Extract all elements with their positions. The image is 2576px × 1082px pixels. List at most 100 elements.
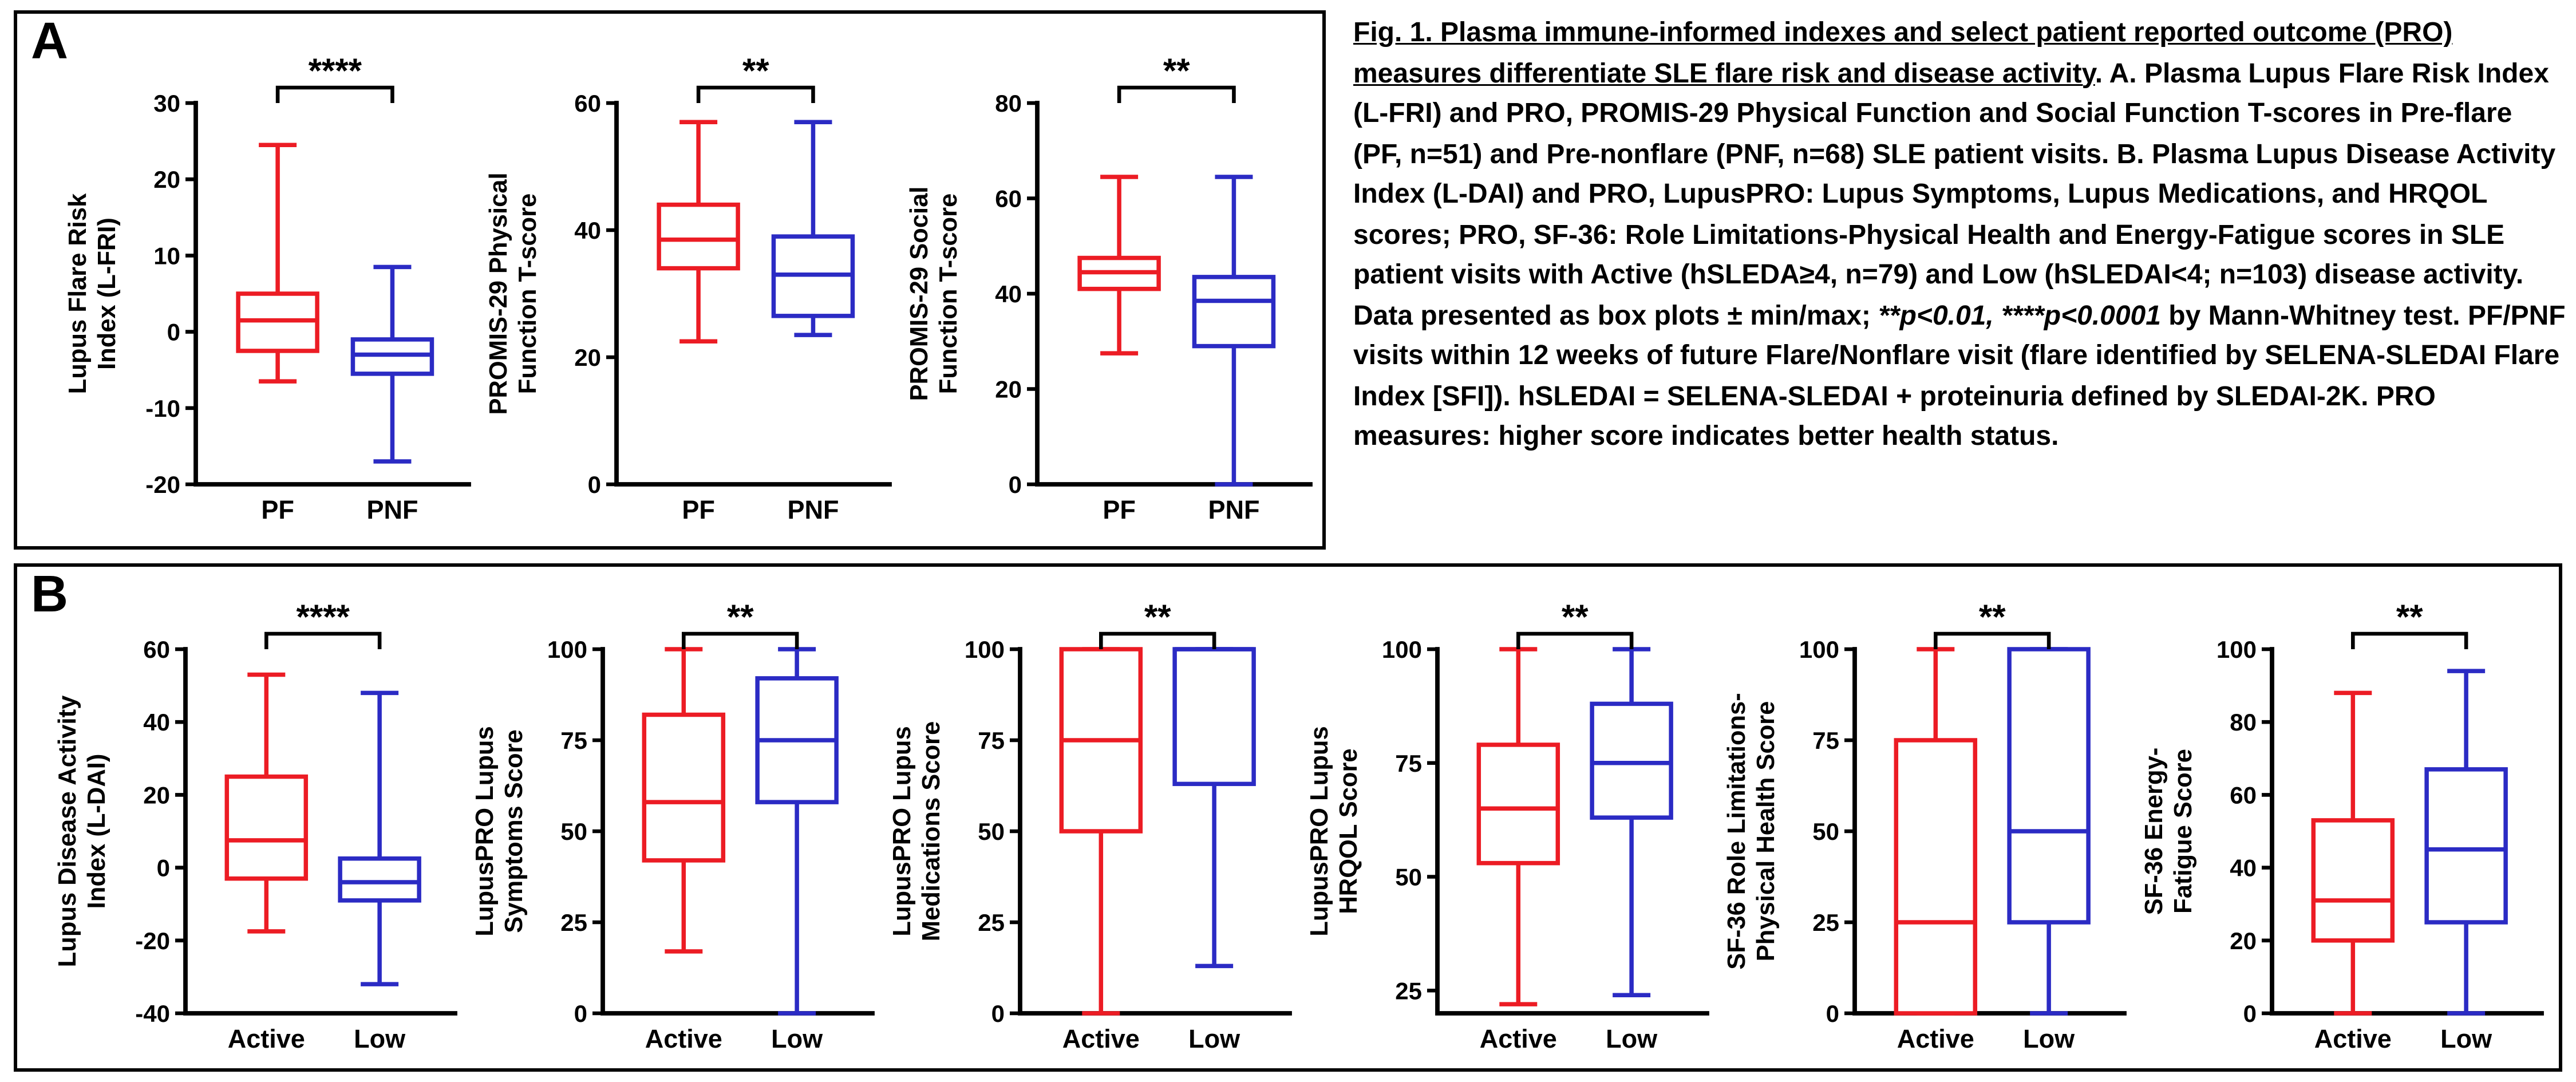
y-tick-label: 50: [560, 818, 587, 845]
panel-b: B -40 -20 0 20 40 60 Lupus Disease Activity Ind…: [14, 563, 2562, 1072]
significance-stars: **: [2396, 598, 2423, 636]
x-category-label: Low: [771, 1024, 823, 1053]
y-axis-label: Index (L-DAI): [83, 754, 110, 909]
significance-stars: ****: [297, 598, 350, 636]
significance-stars: **: [1163, 52, 1190, 90]
significance-bracket: [1099, 631, 1216, 649]
x-category-label: PNF: [366, 495, 418, 524]
box-low: [2007, 647, 2091, 1016]
x-category-label: PNF: [1208, 495, 1259, 524]
y-tick-label: 10: [153, 242, 180, 269]
y-tick-label: 0: [157, 855, 170, 882]
boxplot-l-fri: -20 -10 0 10 20 30 Lupus Flare Risk Index (L-FR…: [64, 52, 471, 524]
chart-l-dai: -40 -20 0 20 40 60 Lupus Disease Activity Index…: [52, 574, 469, 1077]
y-axis-label: PROMIS-29 Social: [906, 187, 933, 401]
y-tick-label: 25: [560, 909, 587, 936]
caption-segment: B.: [2116, 140, 2144, 169]
significance-stars: **: [742, 52, 769, 90]
chart-sf36-role-limitations: 0 25 50 75 100 SF-36 Role Limitations- Physica…: [1721, 574, 2138, 1077]
box-low: [755, 647, 839, 1016]
y-axis-label: Symptoms Score: [500, 729, 528, 933]
y-axis-label: LupusPRO Lupus: [888, 726, 916, 936]
y-tick-label: -20: [135, 927, 170, 954]
panel-b-charts: -40 -20 0 20 40 60 Lupus Disease Activity Index…: [52, 574, 2555, 1077]
axis-lines: [1435, 647, 1709, 1016]
y-tick-label: 40: [2230, 855, 2257, 882]
x-category-label: Low: [354, 1024, 406, 1053]
x-category-label: Active: [1480, 1024, 1557, 1053]
panel-a-label: A: [31, 14, 69, 70]
y-tick-label: 25: [1395, 977, 1422, 1004]
y-tick-label: 100: [2217, 636, 2257, 663]
significance-stars: ****: [309, 52, 362, 90]
y-axis-label: Lupus Flare Risk: [64, 193, 92, 394]
y-tick-label: 0: [1826, 1000, 1839, 1027]
caption-segment: Plasma Lupus Flare Risk Index (L-FRI) an…: [1353, 59, 2549, 169]
y-tick-label: 60: [143, 636, 170, 663]
significance-bracket: [682, 631, 799, 649]
significance-bracket: [696, 85, 815, 103]
y-tick-label: 40: [143, 709, 170, 736]
box-active: [2311, 690, 2395, 1016]
y-axis-label: Medications Score: [918, 721, 945, 941]
x-category-label: Low: [2023, 1024, 2075, 1053]
box-low: [1172, 647, 1256, 969]
y-tick-label: 50: [1812, 818, 1839, 845]
box-pnf: [350, 264, 434, 464]
y-tick-label: 0: [991, 1000, 1005, 1027]
caption-segment: .: [2095, 59, 2109, 89]
y-tick-label: 100: [965, 636, 1005, 663]
y-axis-label: Function T-score: [935, 194, 962, 394]
significance-stars: **: [1562, 598, 1589, 636]
y-axis-label: PROMIS-29 Physical: [485, 172, 512, 414]
y-axis-label: LupusPRO Lupus: [1306, 726, 1333, 936]
chart-lupuspro-medications: 0 25 50 75 100 LupusPRO Lupus Medications Scor…: [886, 574, 1303, 1077]
y-axis-label: Physical Health Score: [1752, 701, 1780, 962]
x-category-label: PF: [261, 495, 294, 524]
caption-segment: **p<0.01, ****p<0.0001: [1878, 301, 2161, 331]
significance-stars: **: [1144, 598, 1171, 636]
y-tick-label: 100: [1799, 636, 1839, 663]
x-category-label: Low: [1606, 1024, 1658, 1053]
y-tick-label: 75: [1395, 750, 1422, 777]
y-tick-label: 80: [995, 90, 1022, 117]
caption-segment: Plasma Lupus Disease Activity Index (L-D…: [1353, 140, 2556, 331]
y-tick-label: 40: [574, 217, 601, 244]
y-tick-label: 60: [574, 90, 601, 117]
y-tick-label: 25: [978, 909, 1005, 936]
y-tick-label: -20: [145, 471, 180, 498]
y-tick-label: 40: [995, 281, 1022, 307]
chart-promis29-social-function: 0 20 40 60 80 PROMIS-29 Social Function T-scor…: [903, 27, 1324, 548]
y-tick-label: 75: [978, 727, 1005, 754]
significance-bracket: [264, 631, 382, 649]
x-category-label: PNF: [787, 495, 839, 524]
y-tick-label: 20: [995, 376, 1022, 403]
significance-stars: **: [1979, 598, 2006, 636]
y-tick-label: 80: [2230, 709, 2257, 736]
box-pf: [657, 120, 740, 343]
y-axis-label: LupusPRO Lupus: [471, 726, 499, 936]
x-category-label: Low: [2440, 1024, 2492, 1053]
box-active: [224, 672, 309, 934]
y-tick-label: 0: [588, 471, 601, 498]
box-active: [642, 647, 726, 954]
y-tick-label: 0: [1009, 471, 1022, 498]
boxplot-sf36-role-limitations-physical: 0 25 50 75 100 SF-36 Role Limitations- Physica…: [1723, 598, 2127, 1053]
significance-bracket: [275, 85, 394, 103]
x-category-label: Active: [1897, 1024, 1974, 1053]
y-tick-label: 60: [2230, 781, 2257, 808]
y-tick-label: 0: [167, 319, 180, 346]
significance-bracket: [2351, 631, 2468, 649]
x-category-label: Active: [2314, 1024, 2392, 1053]
y-tick-label: -10: [145, 395, 180, 422]
boxplot-l-dai: -40 -20 0 20 40 60 Lupus Disease Activity Index…: [54, 598, 457, 1053]
caption-segment: A.: [2109, 59, 2137, 89]
y-tick-label: 0: [2243, 1000, 2257, 1027]
boxplot-lupuspro-symptoms: 0 25 50 75 100 LupusPRO Lupus Symptoms Score Ac…: [471, 598, 875, 1053]
box-active: [1476, 647, 1560, 1006]
x-category-label: Active: [228, 1024, 305, 1053]
y-tick-label: 50: [1395, 864, 1422, 891]
y-axis-label: SF-36 Role Limitations-: [1723, 693, 1751, 969]
box-active: [1894, 647, 1978, 1016]
